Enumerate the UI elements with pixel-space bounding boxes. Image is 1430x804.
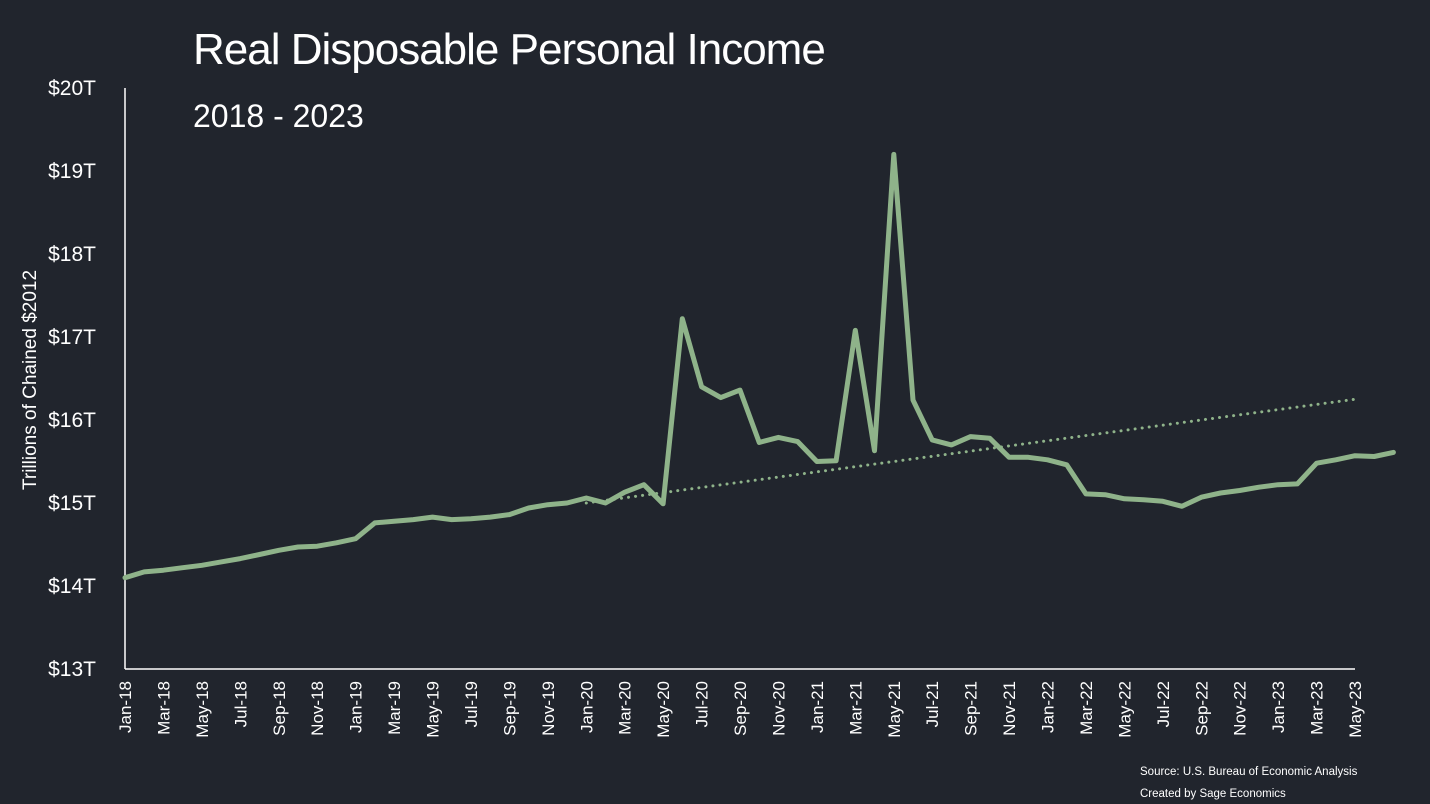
trendline <box>584 397 1357 505</box>
x-tick-label: Mar-18 <box>154 681 173 735</box>
y-axis-label: Trillions of Chained $2012 <box>20 270 41 490</box>
x-tick-label: Sep-19 <box>500 681 519 736</box>
x-tick-label: Jan-20 <box>577 681 596 733</box>
y-tick-label: $19T <box>48 160 96 183</box>
x-tick-label: Jul-22 <box>1154 681 1173 727</box>
y-tick-label: $14T <box>48 575 96 598</box>
y-tick-label: $16T <box>48 409 96 432</box>
x-tick-label: Sep-20 <box>731 681 750 736</box>
source-line-2: Created by Sage Economics <box>1140 788 1286 800</box>
chart-title: Real Disposable Personal Income <box>193 25 825 74</box>
chart-subtitle: 2018 - 2023 <box>193 98 364 134</box>
x-tick-label: Jan-19 <box>347 681 366 733</box>
x-tick-label: May-22 <box>1115 681 1134 738</box>
x-tick-label: Jul-19 <box>462 681 481 727</box>
y-tick-label: $13T <box>48 658 96 681</box>
x-tick-label: Nov-22 <box>1231 681 1250 736</box>
y-tick-label: $20T <box>48 77 96 100</box>
series-group <box>122 151 1396 581</box>
x-tick-label: Sep-22 <box>1192 681 1211 736</box>
x-tick-label: May-20 <box>654 681 673 738</box>
x-tick-label: Mar-23 <box>1308 681 1327 735</box>
x-tick-label: Nov-18 <box>308 681 327 736</box>
x-tick-label: Nov-21 <box>1000 681 1019 736</box>
x-tick-label: May-23 <box>1346 681 1365 738</box>
x-tick-label: Jan-22 <box>1039 681 1058 733</box>
x-tick-label: Nov-20 <box>769 681 788 736</box>
x-tick-label: Jul-18 <box>231 681 250 727</box>
x-tick-label: Mar-21 <box>846 681 865 735</box>
y-tick-label: $18T <box>48 243 96 266</box>
x-tick-label: May-18 <box>193 681 212 738</box>
x-tick-label: Mar-22 <box>1077 681 1096 735</box>
x-tick-label: Sep-18 <box>270 681 289 736</box>
y-tick-label: $15T <box>48 492 96 515</box>
x-tick-label: Mar-20 <box>616 681 635 735</box>
x-tick-label: Jan-23 <box>1269 681 1288 733</box>
source-line-1: Source: U.S. Bureau of Economic Analysis <box>1140 766 1358 778</box>
series-line <box>122 151 1396 581</box>
x-tick-label: Nov-19 <box>539 681 558 736</box>
x-tick-label: Jan-18 <box>116 681 135 733</box>
x-tick-label: May-21 <box>885 681 904 738</box>
x-tick-label: Sep-21 <box>962 681 981 736</box>
x-tick-label: Jan-21 <box>808 681 827 733</box>
x-tick-group: Jan-18 Mar-18 May-18 Jul-18 Sep-18 Nov-18 Jan-… <box>116 681 1365 738</box>
x-tick-label: Jul-20 <box>693 681 712 727</box>
y-tick-group: $13T $14T $15T $16T $17T $18T $19T $20T <box>48 77 96 681</box>
x-tick-label: May-19 <box>424 681 443 738</box>
trendline-group <box>584 397 1357 505</box>
y-tick-label: $17T <box>48 326 96 349</box>
x-tick-label: Mar-19 <box>385 681 404 735</box>
x-tick-label: Jul-21 <box>923 681 942 727</box>
